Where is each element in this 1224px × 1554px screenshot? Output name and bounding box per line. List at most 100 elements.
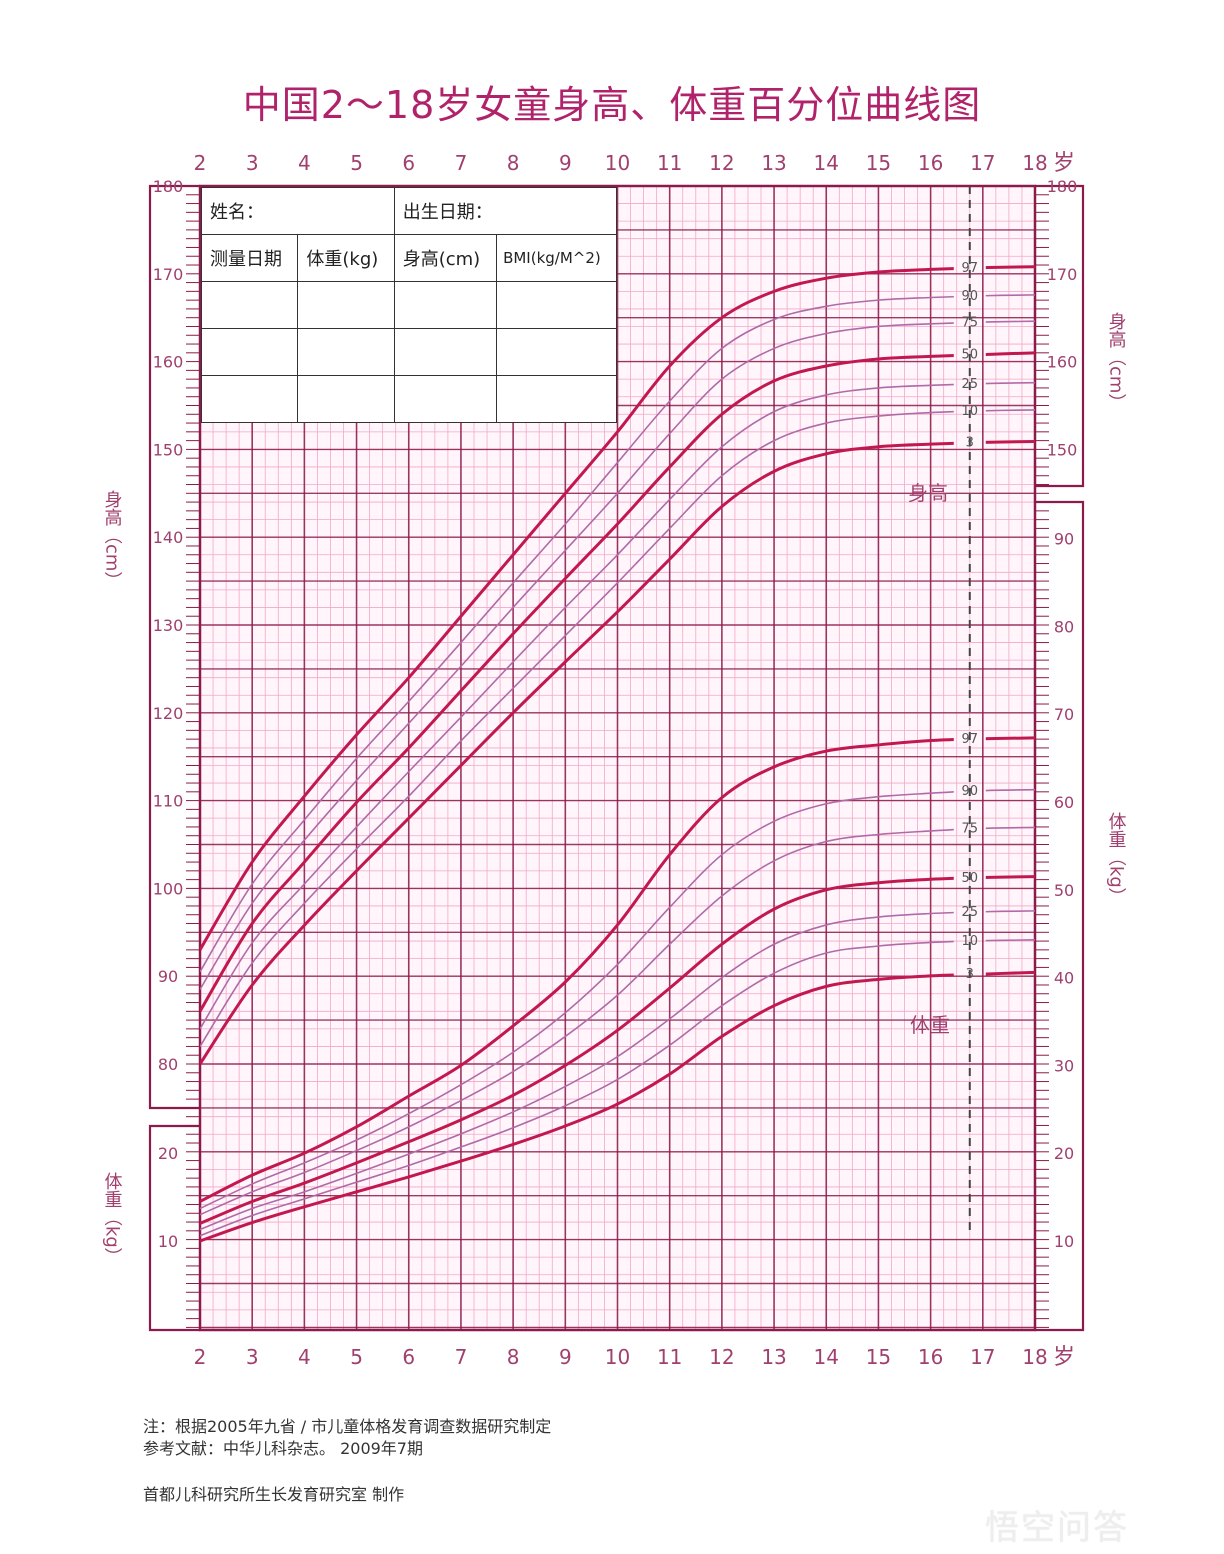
footer-producer: 首都儿科研究所生长发育研究室 制作: [143, 1485, 405, 1504]
axis-label: 180: [153, 177, 184, 196]
age-tick-label: 14: [814, 151, 839, 175]
table-cell[interactable]: [393, 328, 498, 376]
name-field[interactable]: 姓名：: [201, 187, 395, 235]
table-cell[interactable]: [200, 375, 299, 423]
axis-label: 10: [1054, 1232, 1074, 1251]
percentile-curve-25: [200, 910, 1035, 1231]
age-tick-label: 11: [657, 1345, 682, 1369]
table-row: [200, 375, 617, 423]
birthdate-field[interactable]: 出生日期：: [393, 187, 618, 235]
axis-label: 150: [153, 440, 184, 459]
age-tick-label: 15: [866, 1345, 891, 1369]
percentile-curve-50: [200, 351, 1035, 1013]
age-tick-label: 6: [402, 151, 415, 175]
age-tick-label: 5: [350, 151, 363, 175]
axis-label: 20: [1054, 1144, 1074, 1163]
age-tick-label: 16: [918, 151, 943, 175]
table-cell[interactable]: [200, 328, 299, 376]
axis-label: 80: [158, 1055, 178, 1074]
table-row: [200, 328, 617, 376]
age-tick-label: 9: [559, 1345, 572, 1369]
age-unit-label: 岁: [1053, 1345, 1075, 1370]
age-tick-label: 3: [246, 151, 259, 175]
axis-label: 160: [153, 353, 184, 372]
axis-label: 160: [1047, 353, 1078, 372]
percentile-curve-3: [200, 439, 1035, 1065]
table-cell[interactable]: [200, 281, 299, 329]
percentile-label: 90: [961, 289, 978, 304]
age-tick-label: 5: [350, 1345, 363, 1369]
percentile-label: 50: [961, 347, 978, 362]
age-tick-label: 13: [761, 151, 786, 175]
percentile-label: 97: [961, 732, 978, 747]
axis-label: 150: [1047, 440, 1078, 459]
age-tick-label: 17: [970, 151, 995, 175]
axis-label: 170: [153, 265, 184, 284]
axis-label: 90: [158, 967, 178, 986]
axis-label: 50: [1054, 881, 1074, 900]
age-tick-label: 12: [709, 151, 734, 175]
axis-label: 10: [158, 1232, 178, 1251]
percentile-curve-97: [200, 265, 1035, 951]
age-tick-label: 8: [507, 151, 520, 175]
age-tick-label: 8: [507, 1345, 520, 1369]
age-tick-label: 18: [1022, 151, 1047, 175]
percentile-curve-50: [200, 875, 1035, 1225]
table-row: [200, 281, 617, 329]
axis-label: 30: [1054, 1056, 1074, 1075]
col-weight: 体重(kg): [297, 234, 395, 282]
age-tick-label: 17: [970, 1345, 995, 1369]
percentile-label: 10: [961, 404, 978, 419]
height-axis-title: 身高（cm）: [102, 490, 123, 590]
footer-reference: 参考文献：中华儿科杂志。 2009年7期: [143, 1439, 423, 1458]
axis-label: 170: [1047, 265, 1078, 284]
age-tick-label: 16: [918, 1345, 943, 1369]
percentile-label: 10: [961, 934, 978, 949]
age-tick-label: 3: [246, 1345, 259, 1369]
age-tick-label: 9: [559, 151, 572, 175]
table-cell[interactable]: [496, 328, 617, 376]
percentile-curve-97: [200, 736, 1035, 1203]
table-cell[interactable]: [297, 328, 395, 376]
age-tick-label: 7: [455, 1345, 468, 1369]
axis-label: 90: [1054, 530, 1074, 549]
table-cell[interactable]: [297, 281, 395, 329]
percentile-curve-90: [200, 788, 1035, 1210]
percentile-label: 90: [961, 784, 978, 799]
table-cell[interactable]: [393, 375, 498, 423]
weight-axis-title: 体重（kg）: [102, 1172, 123, 1266]
percentile-label: 25: [961, 905, 978, 920]
age-tick-label: 10: [605, 151, 630, 175]
height-curve-label: 身高: [908, 481, 948, 505]
age-tick-label: 11: [657, 151, 682, 175]
age-tick-label: 15: [866, 151, 891, 175]
axis-label: 120: [153, 704, 184, 723]
percentile-label: 97: [961, 261, 978, 276]
col-height: 身高(cm): [393, 234, 498, 282]
axis-label: 180: [1047, 177, 1078, 196]
age-tick-label: 2: [194, 1345, 207, 1369]
footer-note: 注：根据2005年九省 / 市儿童体格发育调查数据研究制定: [143, 1417, 552, 1436]
axis-label: 140: [153, 528, 184, 547]
age-tick-label: 2: [194, 151, 207, 175]
table-cell[interactable]: [297, 375, 395, 423]
age-tick-label: 10: [605, 1345, 630, 1369]
record-table: 姓名： 出生日期： 测量日期 体重(kg) 身高(cm) BMI(kg/M^2): [200, 187, 618, 423]
percentile-curve-10: [200, 939, 1035, 1237]
age-tick-label: 13: [761, 1345, 786, 1369]
table-cell[interactable]: [496, 375, 617, 423]
table-cell[interactable]: [393, 281, 498, 329]
axis-label: 80: [1054, 617, 1074, 636]
age-tick-label: 7: [455, 151, 468, 175]
weight-curve-label: 体重: [910, 1013, 950, 1037]
table-cell[interactable]: [496, 281, 617, 329]
age-tick-label: 4: [298, 151, 311, 175]
percentile-curve-75: [200, 826, 1035, 1216]
axis-label: 110: [153, 792, 184, 811]
axis-label: 70: [1054, 705, 1074, 724]
axis-label: 100: [153, 879, 184, 898]
age-tick-label: 14: [814, 1345, 839, 1369]
percentile-curve-3: [200, 970, 1035, 1243]
percentile-label: 75: [961, 822, 978, 837]
axis-label: 130: [153, 616, 184, 635]
